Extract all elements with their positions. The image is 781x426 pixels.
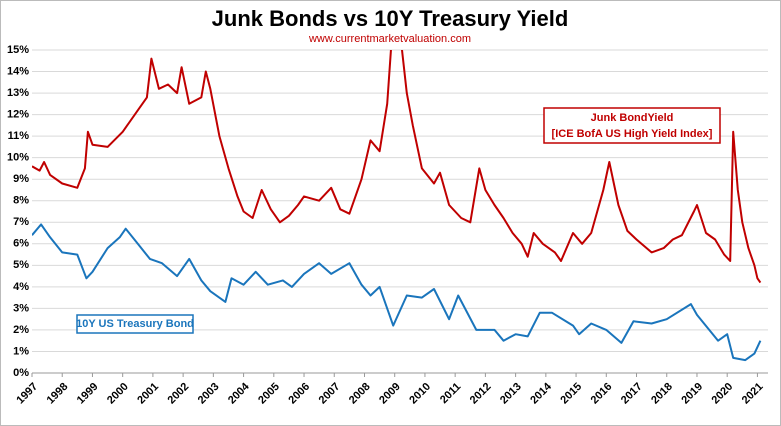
series-line	[32, 223, 762, 362]
series-label-box	[76, 314, 194, 334]
y-tick-label: 3%	[13, 302, 29, 314]
y-tick-label: 15%	[7, 44, 29, 56]
y-tick-label: 12%	[7, 109, 29, 121]
y-tick-label: 14%	[7, 65, 29, 77]
y-tick-label: 4%	[13, 281, 29, 293]
series-label: 10Y US Treasury Bond	[76, 318, 194, 330]
y-tick-label: 0%	[13, 367, 29, 379]
plot	[32, 50, 762, 362]
chart-title: Junk Bonds vs 10Y Treasury Yield	[212, 6, 569, 31]
series-label-box	[543, 107, 721, 144]
series-note: [ICE BofA US High Yield Index]	[552, 128, 713, 140]
y-tick-label: 8%	[13, 195, 29, 207]
y-tick-label: 2%	[13, 324, 29, 336]
y-tick-label: 11%	[8, 130, 30, 142]
y-tick-label: 5%	[13, 259, 29, 271]
series-line	[32, 50, 762, 284]
y-tick-label: 9%	[13, 173, 29, 185]
grid	[31, 49, 768, 377]
y-tick-label: 13%	[7, 87, 29, 99]
y-tick-label: 10%	[7, 152, 29, 164]
y-tick-label: 1%	[13, 345, 29, 357]
y-tick-label: 7%	[13, 216, 29, 228]
y-tick-label: 6%	[13, 238, 29, 250]
chart-subtitle: www.currentmarketvaluation.com	[308, 33, 471, 45]
series-label: Junk BondYield	[591, 112, 674, 124]
